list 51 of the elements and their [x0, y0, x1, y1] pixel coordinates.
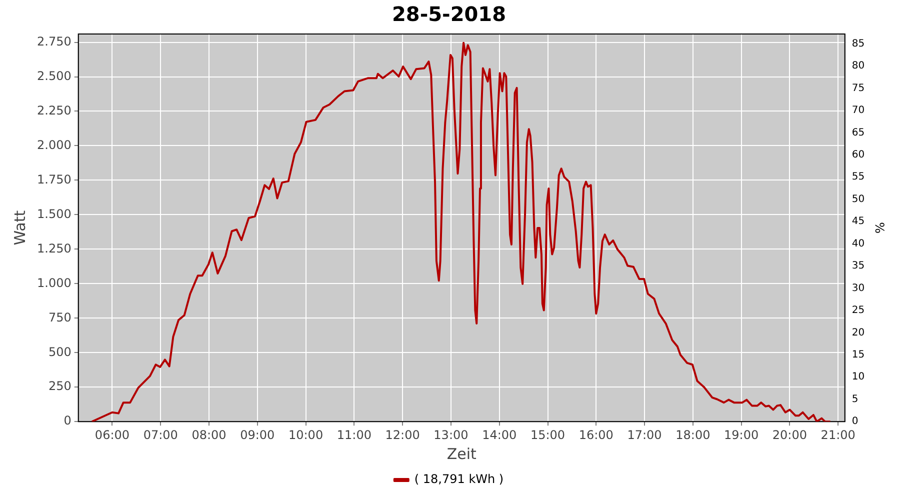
y2-tick-label: 70	[852, 105, 865, 116]
y-tick-label: 250	[48, 379, 72, 394]
x-tick-label: 20:00	[772, 428, 808, 442]
y-tick-label: 2.000	[36, 138, 72, 152]
x-tick-label: 11:00	[336, 428, 372, 442]
y-axis-title: Watt	[10, 210, 29, 246]
y2-tick-label: 75	[852, 82, 865, 94]
y-tick-label: 1.500	[36, 206, 72, 221]
y2-tick-label: 80	[852, 60, 865, 72]
y2-tick-label: 55	[852, 172, 865, 183]
x-tick-label: 17:00	[627, 428, 662, 442]
y2-tick-label: 0	[852, 416, 858, 428]
y-tick-label: 1.000	[36, 276, 72, 290]
x-tick-label: 13:00	[434, 428, 468, 442]
y2-axis-title: %	[872, 222, 887, 234]
y-tick-label: 2.500	[36, 68, 72, 83]
x-tick-label: 12:00	[385, 428, 420, 442]
y-tick-label: 1.750	[36, 172, 72, 186]
y2-tick-label: 30	[852, 282, 865, 294]
y2-tick-label: 5	[852, 394, 858, 405]
x-axis-title: Zeit	[446, 444, 477, 463]
x-tick-label: 18:00	[676, 428, 710, 442]
x-tick-label: 09:00	[240, 428, 275, 442]
y-tick-label: 2.750	[36, 34, 72, 48]
x-tick-label: 16:00	[578, 428, 614, 442]
y-tick-label: 1.250	[36, 241, 72, 256]
y2-tick-label: 40	[852, 238, 865, 250]
y2-tick-label: 45	[852, 216, 865, 228]
legend-label: ( 18,791 kWh )	[414, 472, 504, 486]
y2-tick-label: 25	[852, 305, 865, 316]
x-tick-label: 14:00	[482, 428, 517, 442]
y-tick-label: 2.250	[36, 103, 72, 118]
x-tick-label: 21:00	[820, 428, 856, 442]
y2-tick-label: 15	[852, 350, 865, 361]
y-tick-label: 0	[64, 414, 72, 428]
y-tick-label: 750	[48, 310, 72, 324]
y2-tick-label: 85	[852, 38, 865, 50]
x-tick-label: 15:00	[530, 428, 566, 442]
y2-tick-label: 20	[852, 327, 865, 338]
x-tick-label: 10:00	[288, 428, 324, 442]
y2-tick-label: 50	[852, 194, 865, 205]
x-tick-label: 07:00	[143, 428, 178, 442]
x-tick-label: 06:00	[94, 428, 130, 442]
y2-tick-label: 10	[852, 372, 865, 383]
chart-title: 28-5-2018	[392, 2, 506, 26]
y2-tick-label: 60	[852, 149, 865, 160]
y2-tick-label: 35	[852, 260, 865, 272]
x-tick-label: 08:00	[192, 428, 226, 442]
y-tick-label: 500	[48, 344, 72, 359]
y2-tick-label: 65	[852, 127, 865, 138]
x-tick-label: 19:00	[724, 428, 759, 442]
